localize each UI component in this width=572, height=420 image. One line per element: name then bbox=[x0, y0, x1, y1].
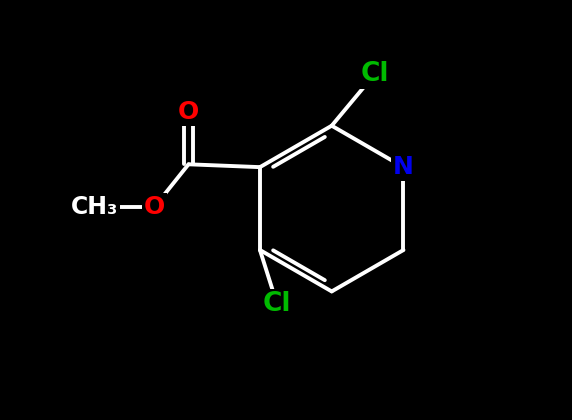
Text: O: O bbox=[178, 100, 199, 124]
Text: Cl: Cl bbox=[263, 291, 291, 317]
Text: CH₃: CH₃ bbox=[70, 195, 118, 219]
Text: N: N bbox=[393, 155, 414, 179]
Text: Cl: Cl bbox=[360, 61, 389, 87]
Text: O: O bbox=[144, 195, 165, 219]
